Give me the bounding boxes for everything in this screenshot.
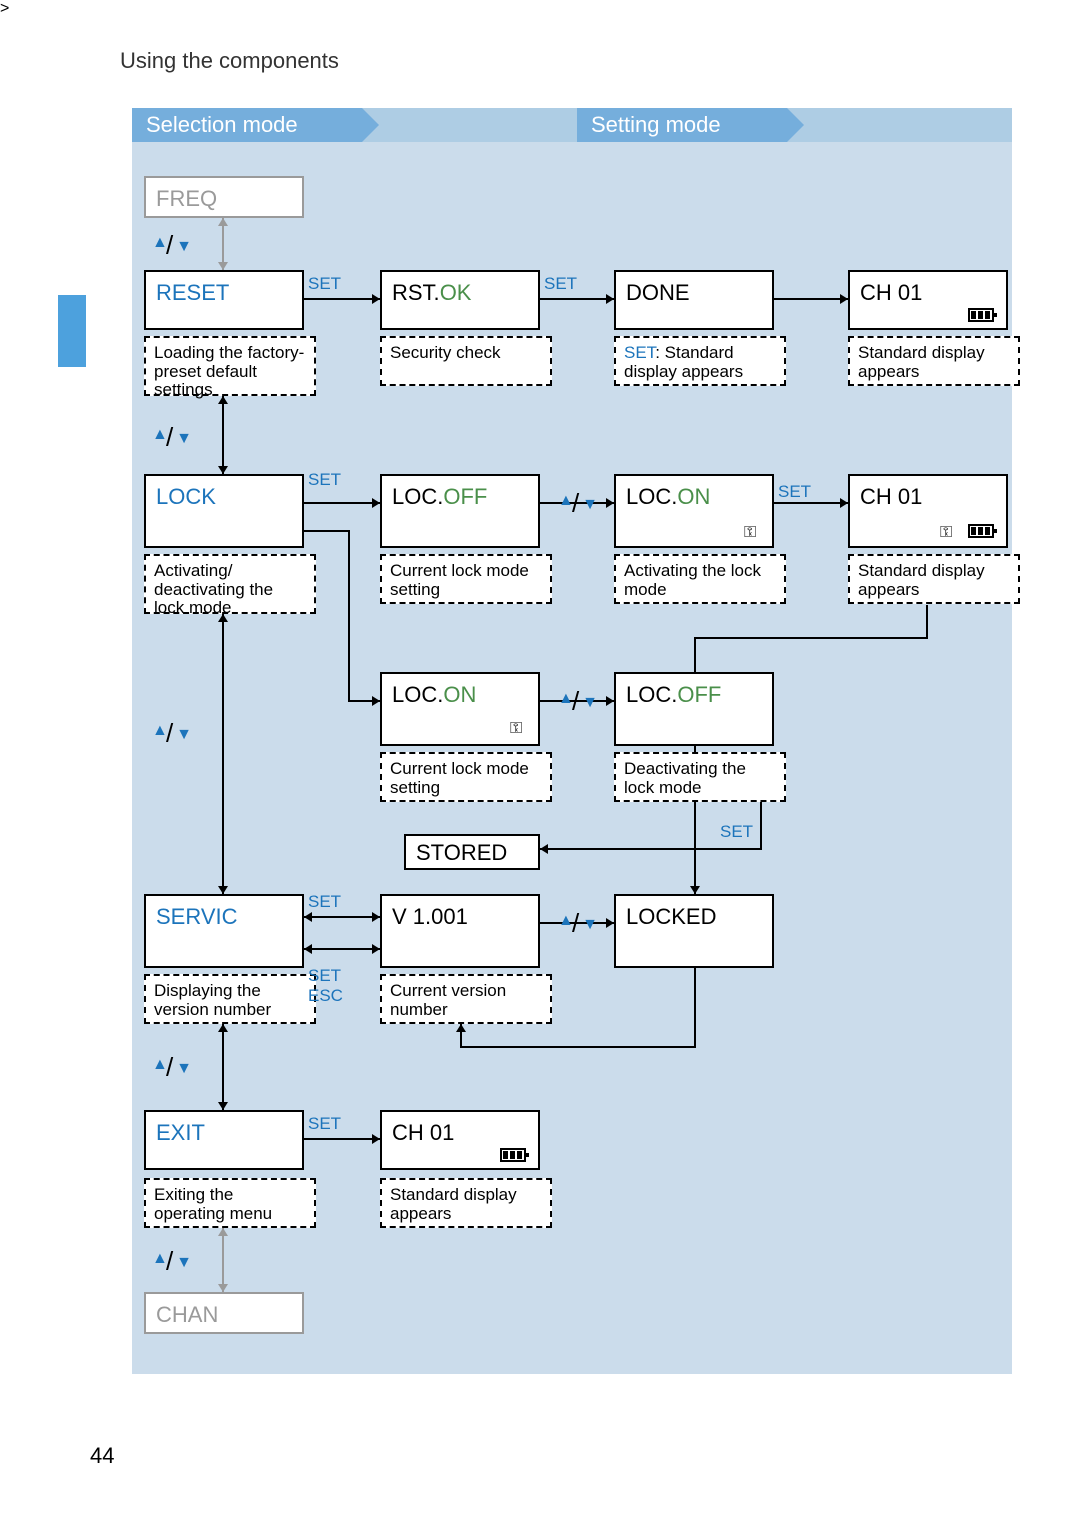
- set-label: SET: [544, 274, 577, 294]
- desc-ch01-c: Standard display appears: [380, 1178, 552, 1228]
- desc-v1001: Current version number: [380, 974, 552, 1024]
- updown-icon: /: [152, 720, 192, 748]
- desc-locoff2: Deactivating the lock mode: [614, 752, 786, 802]
- desc-ch01-b: Standard display appears: [848, 554, 1020, 604]
- set-label: SET: [720, 822, 753, 842]
- updown-icon: /: [558, 688, 598, 716]
- node-locked: LOCKED: [614, 894, 774, 968]
- set-label: SET: [778, 482, 811, 502]
- node-locoff1: LOC.OFF: [380, 474, 540, 548]
- side-tab: [58, 295, 86, 367]
- set-label: SET: [308, 274, 341, 294]
- esc-label: ESC: [308, 986, 343, 1006]
- rstok-prefix: RST.: [392, 280, 440, 306]
- conn-locked-across: [460, 1046, 696, 1048]
- locon2-prefix: LOC.: [392, 682, 443, 708]
- node-servic: SERVIC: [144, 894, 304, 968]
- conn-lock-down: [304, 530, 350, 532]
- selection-mode-tab: Selection mode: [132, 108, 362, 142]
- key-icon: ⚿: [510, 720, 522, 738]
- node-lock: LOCK: [144, 474, 304, 548]
- updown-icon: /: [558, 910, 598, 938]
- locon2-suffix: ON: [443, 682, 476, 708]
- arrow-servic-v1001-b: [304, 948, 380, 950]
- arrow-lock-servic: [222, 614, 224, 894]
- setting-mode-tab: Setting mode: [577, 108, 787, 142]
- page-heading: Using the components: [120, 48, 339, 74]
- key-icon: ⚿: [744, 524, 756, 542]
- desc-rstok: Security check: [380, 336, 552, 386]
- desc-locon2: Current lock mode setting: [380, 752, 552, 802]
- arrow-reset-rstok: [304, 298, 380, 300]
- arrow-exit-chan: [222, 1228, 224, 1292]
- arrow-lock-locoff1: [304, 502, 380, 504]
- set-label: SET: [308, 892, 341, 912]
- arrow-locon1-ch01b: [774, 502, 848, 504]
- locon1-suffix: ON: [677, 484, 710, 510]
- desc-lock: Activating/ deactivating the lock mode: [144, 554, 316, 614]
- desc-locoff1: Current lock mode setting: [380, 554, 552, 604]
- mode-bar: Selection mode Setting mode: [132, 108, 1012, 142]
- set-label: SET: [308, 1114, 341, 1134]
- key-icon: ⚿: [940, 524, 952, 542]
- locoff1-suffix: OFF: [443, 484, 487, 510]
- conn-locked-down: [694, 968, 696, 1048]
- node-freq: FREQ: [144, 176, 304, 218]
- desc-done-prefix: SET: [624, 343, 655, 362]
- updown-icon: /: [152, 1054, 192, 1082]
- rstok-suffix: OK: [440, 280, 472, 306]
- desc-servic: Displaying the version number: [144, 974, 316, 1024]
- conn-locoff2-stored-v: [760, 802, 762, 848]
- updown-icon: /: [152, 232, 192, 260]
- conn-into-locon2: [348, 700, 380, 702]
- page-number: 44: [90, 1443, 114, 1469]
- arrow-freq-reset: [222, 218, 224, 270]
- node-locoff2: LOC.OFF: [614, 672, 774, 746]
- arrow-reset-lock: [222, 396, 224, 474]
- conn-lock-down-v: [348, 530, 350, 702]
- locoff1-prefix: LOC.: [392, 484, 443, 510]
- node-stored: STORED: [404, 834, 540, 870]
- arrow-servic-v1001: [304, 916, 380, 918]
- desc-done: SET: Standard display appears: [614, 336, 786, 386]
- node-v1001: V 1.001: [380, 894, 540, 968]
- updown-icon: /: [152, 1248, 192, 1276]
- node-exit: EXIT: [144, 1110, 304, 1170]
- conn-ch01b-across: [694, 637, 928, 639]
- updown-icon: /: [152, 424, 192, 452]
- conn-locked-up: [460, 1024, 462, 1048]
- node-reset: RESET: [144, 270, 304, 330]
- updown-icon: /: [558, 490, 598, 518]
- set-label: SET: [308, 470, 341, 490]
- desc-reset: Loading the factory-preset default setti…: [144, 336, 316, 396]
- locoff2-suffix: OFF: [677, 682, 721, 708]
- arrow-exit-ch01c: [304, 1138, 380, 1140]
- set-label: SET: [308, 966, 341, 986]
- page: Using the components Selection mode Sett…: [0, 0, 1080, 1529]
- node-rstok: RST.OK: [380, 270, 540, 330]
- desc-locon1: Activating the lock mode: [614, 554, 786, 604]
- desc-ch01-a: Standard display appears: [848, 336, 1020, 386]
- locoff2-prefix: LOC.: [626, 682, 677, 708]
- node-done: DONE: [614, 270, 774, 330]
- arrow-servic-exit: [222, 1024, 224, 1110]
- node-chan: CHAN: [144, 1292, 304, 1334]
- battery-icon: [500, 1148, 526, 1162]
- battery-icon: [968, 308, 994, 322]
- battery-icon: [968, 524, 994, 538]
- locon1-prefix: LOC.: [626, 484, 677, 510]
- conn-to-stored: [540, 848, 762, 850]
- desc-exit: Exiting the operating menu: [144, 1178, 316, 1228]
- arrow-done-ch01a: [774, 298, 848, 300]
- conn-ch01b-down: [926, 605, 928, 637]
- arrow-rstok-done: [540, 298, 614, 300]
